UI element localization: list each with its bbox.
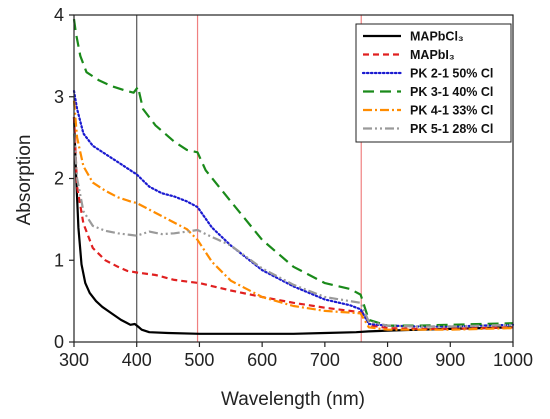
series-line-5 [72, 100, 514, 331]
x-tick-label: 800 [373, 350, 403, 370]
x-axis: 300 400 500 600 700 800 900 1000 [59, 342, 533, 370]
x-tick-label: 600 [247, 350, 277, 370]
series-line-2 [72, 117, 514, 330]
legend-label-2: MAPbI₃ [410, 48, 455, 62]
legend-label-3: PK 2-1 50% Cl [410, 67, 493, 81]
y-tick-label: 0 [54, 332, 64, 352]
series-line-6 [72, 133, 514, 328]
series-layer [72, 18, 515, 335]
y-axis: 0 1 2 3 4 [54, 5, 74, 352]
x-axis-title: Wavelength (nm) [221, 389, 365, 410]
x-tick-label: 1000 [493, 350, 533, 370]
legend-box [355, 23, 512, 143]
legend-label-5: PK 4-1 33% Cl [410, 104, 493, 118]
legend: MAPbCl₃ MAPbI₃ PK 2-1 50% Cl PK 3-1 40% Cl P… [355, 23, 512, 143]
x-tick-label: 400 [122, 350, 152, 370]
legend-label-1: MAPbCl₃ [410, 30, 464, 44]
y-tick-label: 2 [54, 169, 64, 189]
legend-label-4: PK 3-1 40% Cl [410, 85, 493, 99]
reference-lines [136, 15, 362, 342]
y-axis-title: Absorption [14, 135, 35, 226]
series-line-4 [72, 18, 514, 327]
y-tick-label: 1 [54, 250, 64, 270]
x-tick-label: 500 [184, 350, 214, 370]
x-tick-label: 700 [310, 350, 340, 370]
y-tick-label: 4 [54, 5, 64, 25]
x-tick-label: 300 [59, 350, 89, 370]
legend-label-6: PK 5-1 28% Cl [410, 122, 493, 136]
series-line-1 [72, 117, 514, 335]
y-tick-label: 3 [54, 87, 64, 107]
x-tick-label: 900 [435, 350, 465, 370]
